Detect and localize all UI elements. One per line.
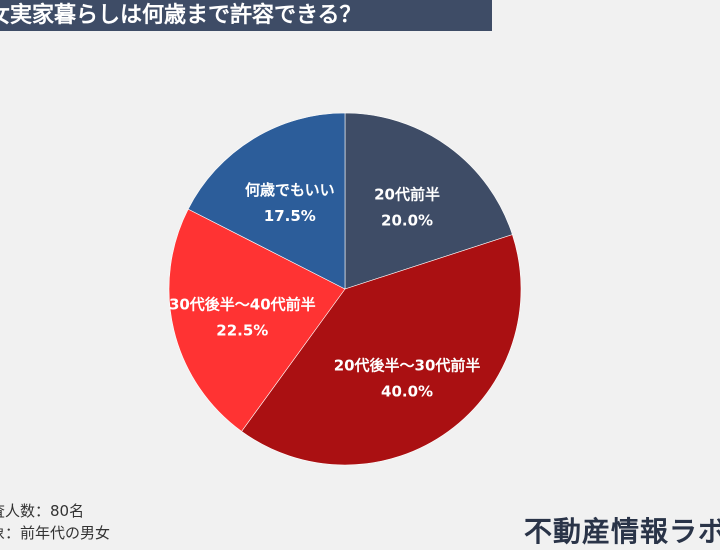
slice-category-label-4: 何歳でもいい — [245, 181, 335, 199]
pie-slice-2 — [241, 234, 522, 466]
pie-slice-3 — [168, 208, 346, 432]
pie-slice-4 — [187, 112, 346, 290]
slice-category-label-1: 20代前半 — [374, 186, 440, 204]
slice-percent-label-3: 22.5% — [216, 322, 268, 340]
pie-slice-1 — [344, 112, 513, 290]
slice-percent-label-2: 40.0% — [381, 382, 433, 400]
survey-count-note: 査人数：80名 — [0, 502, 85, 520]
slice-category-label-2: 20代後半～30代前半 — [334, 356, 481, 374]
chart-title: 女実家暮らしは何歳まで許容できる？ — [0, 0, 492, 31]
slice-percent-label-4: 17.5% — [264, 207, 316, 225]
survey-target-note: 象：前年代の男女 — [0, 524, 111, 542]
brand-logo: 不動産情報ラボ — [524, 515, 720, 548]
slice-percent-label-1: 20.0% — [381, 212, 433, 230]
slice-category-label-3: 30代後半～40代前半 — [169, 296, 316, 314]
